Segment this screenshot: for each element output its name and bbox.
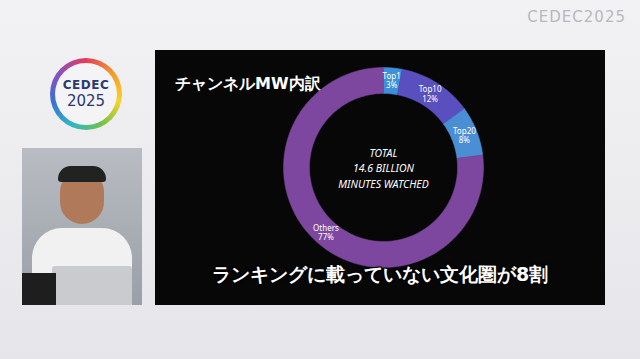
svg-text:Top1012%: Top1012% <box>419 83 442 103</box>
svg-text:Others77%: Others77% <box>313 222 339 242</box>
svg-text:Top13%: Top13% <box>383 70 401 90</box>
html-text:CEDEC: CEDEC <box>62 78 110 92</box>
html-text:2025: 2025 <box>66 92 106 110</box>
svg-text:TOTAL14.6 BILLIONMINUTES WATCH: TOTAL14.6 BILLIONMINUTES WATCHED <box>338 146 428 190</box>
html-text:チャンネルMW内訳: チャンネルMW内訳 <box>175 74 321 93</box>
html-text:ランキングに載っていない文化圏が8割: ランキングに載っていない文化圏が8割 <box>211 263 549 285</box>
html-text:CEDEC2025: CEDEC2025 <box>527 8 626 26</box>
svg-text:Top208%: Top208% <box>453 125 476 145</box>
